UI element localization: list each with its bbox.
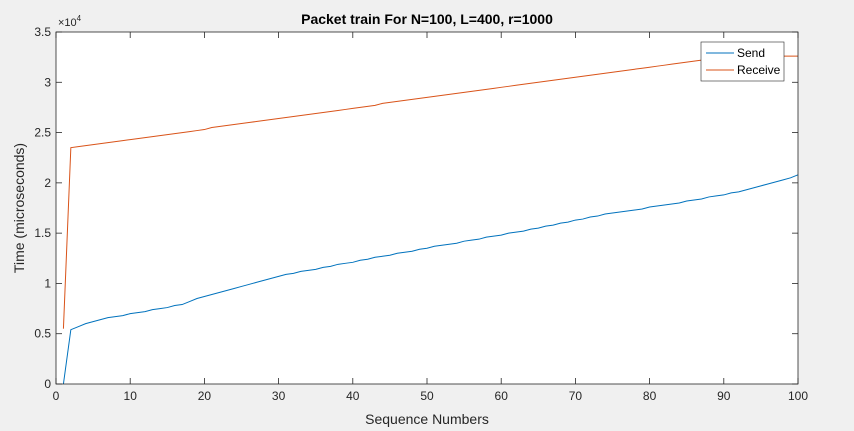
y-tick-label: 2.5 [34, 126, 51, 140]
x-tick-label: 60 [495, 389, 509, 403]
x-tick-label: 90 [717, 389, 731, 403]
y-tick-label: 1.5 [34, 226, 51, 240]
legend: Send Receive [700, 41, 785, 82]
series-line-receive [62, 55, 798, 329]
x-tick-label: 40 [346, 389, 360, 403]
series-line-send [62, 174, 799, 385]
x-tick-label: 30 [272, 389, 286, 403]
y-tick-label: 3.5 [34, 25, 51, 39]
y-axis-label: Time (microseconds) [11, 143, 27, 273]
y-axis-multiplier-base: ×10 [58, 17, 77, 29]
x-tick-label: 80 [643, 389, 657, 403]
y-axis-multiplier: ×104 [58, 14, 82, 29]
x-tick-label: 0 [53, 389, 60, 403]
x-axis-ticks: 0 10 20 30 40 50 60 70 80 90 100 [53, 32, 808, 403]
y-tick-label: 0.5 [34, 327, 51, 341]
x-tick-label: 50 [420, 389, 434, 403]
y-axis-multiplier-exponent: 4 [77, 14, 82, 23]
chart-title: Packet train For N=100, L=400, r=1000 [301, 11, 553, 27]
plot-area [56, 32, 798, 384]
x-tick-label: 70 [569, 389, 583, 403]
y-tick-label: 1 [44, 276, 51, 290]
x-tick-label: 10 [124, 389, 138, 403]
x-axis-label: Sequence Numbers [365, 411, 489, 427]
x-tick-label: 20 [198, 389, 212, 403]
legend-label-receive: Receive [737, 63, 781, 77]
y-tick-label: 3 [44, 75, 51, 89]
y-tick-label: 2 [44, 176, 51, 190]
y-tick-label: 0 [44, 377, 51, 391]
legend-box [700, 41, 785, 82]
series-layer [62, 55, 799, 385]
legend-label-send: Send [737, 46, 765, 60]
x-tick-label: 100 [788, 389, 808, 403]
y-axis-ticks: 0 0.5 1 1.5 2 2.5 3 3.5 [34, 25, 798, 391]
